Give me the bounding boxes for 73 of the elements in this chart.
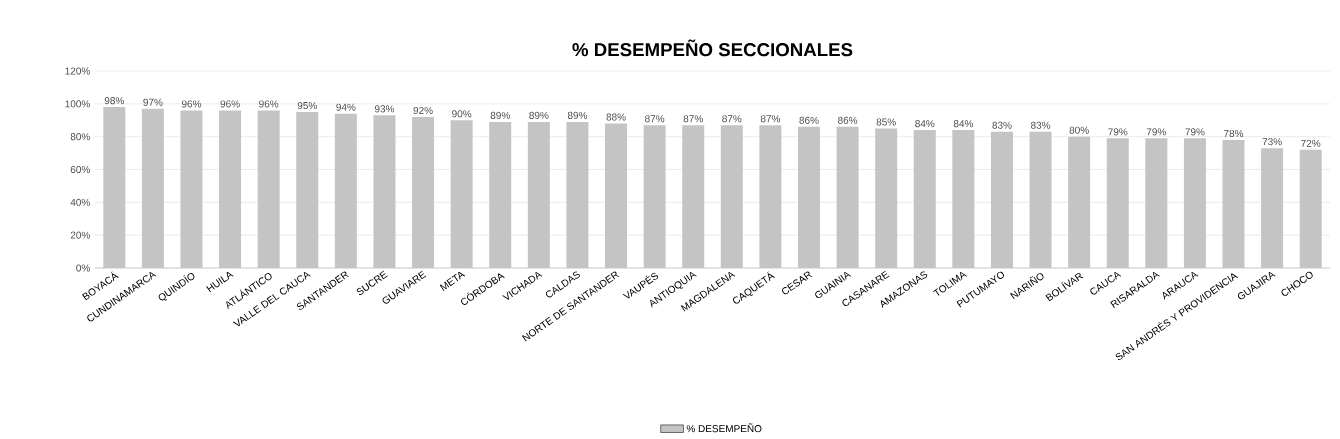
data-label: 85% (876, 118, 896, 126)
data-label: 80% (1069, 126, 1089, 134)
bar (1222, 139, 1245, 268)
bar (952, 129, 975, 268)
data-label: 89% (567, 111, 588, 119)
bar (334, 113, 357, 268)
data-label: 84% (915, 119, 935, 127)
bar (1068, 136, 1091, 268)
data-label: 87% (760, 114, 781, 123)
data-label: 92% (413, 106, 433, 114)
legend-label: % DESEMPEÑO (686, 423, 762, 432)
data-label: 89% (529, 111, 549, 119)
data-label: 79% (1108, 128, 1128, 136)
data-label: 88% (606, 113, 626, 121)
bar (141, 108, 164, 268)
data-label: 83% (992, 121, 1012, 129)
data-label: 90% (452, 110, 472, 118)
bar (103, 106, 126, 268)
data-label: 96% (220, 100, 240, 108)
bar (450, 120, 473, 268)
data-label: 87% (683, 114, 703, 123)
data-label: 97% (143, 98, 163, 106)
data-label: 84% (953, 119, 974, 127)
y-tick-label: 40% (70, 198, 90, 206)
y-tick-label: 0% (76, 264, 90, 272)
data-label: 96% (181, 100, 202, 108)
bar (180, 110, 203, 268)
data-label: 86% (838, 116, 858, 124)
y-tick-label: 80% (70, 132, 90, 140)
data-label: 73% (1262, 137, 1282, 146)
data-label: 79% (1146, 128, 1166, 136)
data-label: 93% (374, 105, 395, 113)
bar (1261, 147, 1284, 268)
bar (412, 116, 435, 268)
data-label: 89% (490, 111, 510, 119)
data-label: 96% (259, 100, 279, 108)
bar (797, 126, 820, 268)
bar (836, 126, 859, 268)
bar (1145, 138, 1168, 268)
data-label: 87% (645, 114, 665, 123)
data-label: 79% (1185, 128, 1205, 136)
data-label: 83% (1030, 121, 1051, 129)
bar (1183, 138, 1206, 268)
bar (219, 110, 242, 268)
data-label: 78% (1224, 129, 1244, 137)
bar (257, 110, 280, 268)
bar (296, 111, 319, 268)
data-label: 94% (336, 103, 356, 111)
bar (720, 124, 743, 268)
data-label: 95% (297, 101, 317, 109)
chart-title: % DESEMPEÑO SECCIONALES (572, 39, 853, 57)
bar (489, 121, 512, 268)
bar (643, 124, 666, 268)
y-tick-label: 60% (70, 165, 90, 173)
bar (759, 124, 782, 268)
data-label: 87% (722, 114, 742, 123)
bar (875, 128, 898, 268)
bar (566, 121, 589, 268)
data-label: 86% (799, 116, 819, 124)
bar (527, 121, 550, 268)
data-label: 98% (104, 96, 124, 104)
bar (605, 123, 628, 268)
bar (1106, 138, 1129, 268)
bar (990, 131, 1013, 268)
bar (1029, 131, 1052, 268)
bar (1299, 149, 1322, 268)
y-tick-label: 20% (70, 231, 90, 239)
y-tick-label: 100% (65, 100, 90, 108)
y-tick-label: 120% (65, 67, 90, 75)
bar (913, 129, 936, 268)
bar (682, 124, 705, 268)
bar (373, 115, 396, 268)
data-label: 72% (1301, 139, 1321, 147)
